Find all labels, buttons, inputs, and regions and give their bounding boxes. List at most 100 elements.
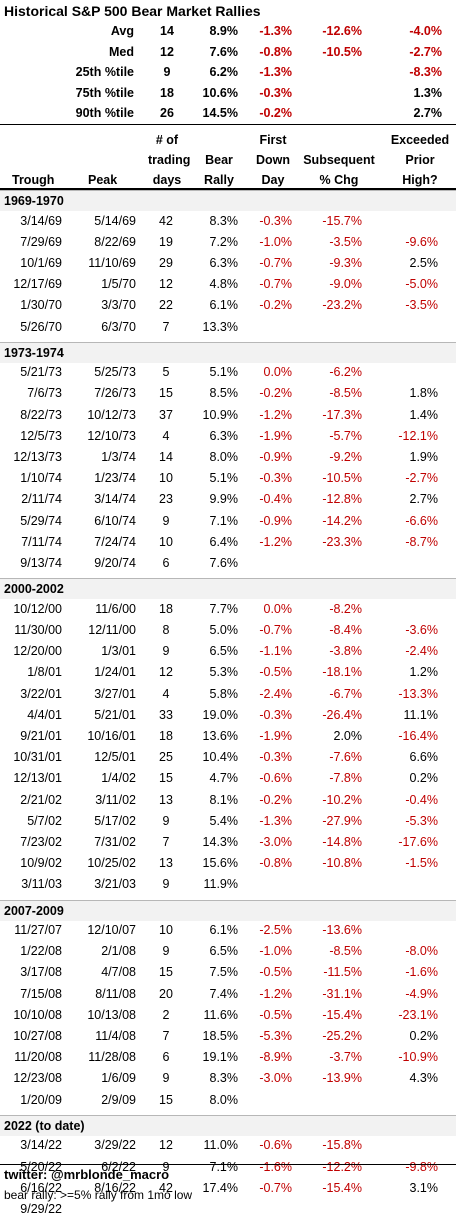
first-down-day: -0.3% (259, 213, 292, 228)
bear-rally: 8.3% (209, 213, 239, 228)
trough-date: 11/30/00 (14, 622, 62, 637)
exceeded-prior-high: -8.7% (405, 534, 438, 549)
peak-date: 11/6/00 (95, 601, 136, 616)
column-headers: Trough Peak # of trading days Bear Rally… (0, 126, 456, 187)
peak-date: 3/14/74 (94, 492, 136, 507)
exceeded-prior-high: -9.6% (405, 234, 438, 249)
trading-days: 4 (162, 428, 170, 443)
table-row: 10/27/08 11/4/08 7 18.5% -5.3% -25.2% 0.2% (0, 1026, 456, 1047)
table-row: 3/22/01 3/27/01 4 5.8% -2.4% -6.7% -13.3% (0, 684, 456, 705)
trading-days: 15 (159, 1092, 173, 1107)
summary-subsequent: -12.6% (322, 24, 362, 38)
subsequent-change: -15.8% (322, 1138, 362, 1153)
exceeded-prior-high: -13.3% (398, 686, 438, 701)
table-row: 5/7/02 5/17/02 9 5.4% -1.3% -27.9% -5.3% (0, 811, 456, 832)
trading-days: 18 (159, 728, 173, 743)
peak-date: 12/5/01 (94, 750, 136, 765)
exceeded-prior-high: -3.6% (405, 622, 438, 637)
first-down-day: -0.5% (259, 965, 292, 980)
trading-days: 4 (162, 686, 170, 701)
table-row: 1/20/09 2/9/09 15 8.0% (0, 1090, 456, 1111)
table-row: 12/20/00 1/3/01 9 6.5% -1.1% -3.8% -2.4% (0, 641, 456, 662)
exceeded-prior-high: -0.4% (405, 792, 438, 807)
trough-date: 11/20/08 (14, 1050, 62, 1065)
bear-rally: 6.1% (209, 923, 239, 937)
first-down-day: -0.2% (259, 792, 292, 807)
peak-date: 7/26/73 (94, 386, 136, 401)
exceeded-prior-high: 1.4% (409, 407, 439, 422)
trough-date: 1/10/74 (20, 471, 62, 486)
divider (0, 124, 456, 125)
bear-rally: 11.6% (203, 1007, 238, 1022)
subsequent-change: -15.4% (322, 1007, 362, 1022)
trading-days: 15 (159, 771, 173, 786)
exceeded-prior-high (380, 362, 438, 383)
peak-date: 1/24/01 (94, 665, 136, 680)
first-down-day: -3.0% (259, 834, 292, 849)
trough-date: 10/10/08 (13, 1007, 62, 1022)
bear-rally (194, 1199, 238, 1220)
table-row: 7/15/08 8/11/08 20 7.4% -1.2% -31.1% -4.9% (0, 984, 456, 1005)
summary-subsequent (300, 83, 362, 104)
bear-rally: 11.9% (203, 877, 238, 892)
table-row: 7/23/02 7/31/02 7 14.3% -3.0% -14.8% -17.6% (0, 832, 456, 853)
subsequent-change: -10.5% (322, 471, 362, 486)
bear-rally: 8.1% (209, 792, 239, 807)
trading-days: 6 (162, 556, 170, 570)
header-exceeded-line: High? (402, 173, 438, 187)
summary-days: 12 (160, 44, 174, 59)
trading-days: 23 (159, 492, 173, 507)
trough-date: 5/26/70 (20, 319, 62, 334)
first-down-day: 0.0% (263, 601, 293, 616)
trading-days: 12 (159, 277, 173, 292)
bear-rally: 13.6% (202, 728, 238, 743)
peak-date: 4/7/08 (101, 965, 136, 980)
footnote: bear rally: >=5% rally from 1mo low (4, 1188, 193, 1202)
table-row: 7/6/73 7/26/73 15 8.5% -0.2% -8.5% 1.8% (0, 383, 456, 404)
section-label: 1973-1974 (4, 345, 64, 360)
first-down-day: -0.6% (259, 1138, 292, 1153)
subsequent-change: -11.5% (323, 965, 362, 980)
subsequent-change: -15.7% (322, 213, 362, 228)
trading-days: 9 (162, 877, 170, 892)
header-days-line: trading (148, 153, 191, 167)
exceeded-prior-high: -2.7% (405, 471, 438, 486)
exceeded-prior-high: -10.9% (398, 1050, 438, 1065)
bear-rally: 5.1% (209, 471, 239, 486)
summary-row: 90th %tile 26 14.5% -0.2% 2.7% (0, 103, 456, 124)
peak-date: 7/24/74 (94, 534, 136, 549)
table-row: 9/13/74 9/20/74 6 7.6% (0, 553, 456, 574)
table-row: 10/9/02 10/25/02 13 15.6% -0.8% -10.8% -1.5% (0, 853, 456, 874)
subsequent-change (300, 553, 362, 574)
peak-date: 1/23/74 (94, 471, 136, 486)
trough-date: 3/14/22 (20, 1138, 62, 1153)
bear-rally: 15.6% (202, 856, 238, 871)
trough-date: 7/15/08 (20, 986, 62, 1001)
bear-rally: 13.3% (202, 319, 238, 334)
trough-date: 12/17/69 (13, 277, 62, 292)
trough-date: 9/13/74 (20, 556, 62, 570)
bear-rally: 7.1% (209, 1159, 239, 1174)
subsequent-change (300, 874, 362, 895)
bear-rally: 6.3% (209, 255, 239, 270)
header-divider (0, 188, 456, 190)
table-row: 5/21/73 5/25/73 5 5.1% 0.0% -6.2% (0, 362, 456, 383)
trading-days: 42 (159, 1180, 173, 1195)
summary-first-down-day: -0.2% (259, 106, 292, 120)
peak-date: 1/4/02 (101, 771, 136, 786)
first-down-day: -0.3% (259, 707, 292, 722)
trading-days: 8 (162, 622, 170, 637)
subsequent-change: -6.2% (329, 365, 362, 380)
summary-subsequent (300, 103, 362, 124)
first-down-day (240, 1199, 292, 1220)
first-down-day: -1.0% (259, 234, 292, 249)
peak-date: 1/5/70 (101, 277, 136, 292)
bear-rally: 6.5% (209, 644, 239, 659)
exceeded-prior-high (380, 920, 438, 941)
trough-date: 12/13/73 (13, 450, 62, 464)
trading-days: 9 (162, 1071, 170, 1086)
subsequent-change: -9.0% (329, 277, 362, 292)
section-label: 2022 (to date) (4, 1118, 85, 1133)
first-down-day: -0.2% (259, 386, 292, 401)
bear-rally: 7.1% (209, 513, 239, 528)
